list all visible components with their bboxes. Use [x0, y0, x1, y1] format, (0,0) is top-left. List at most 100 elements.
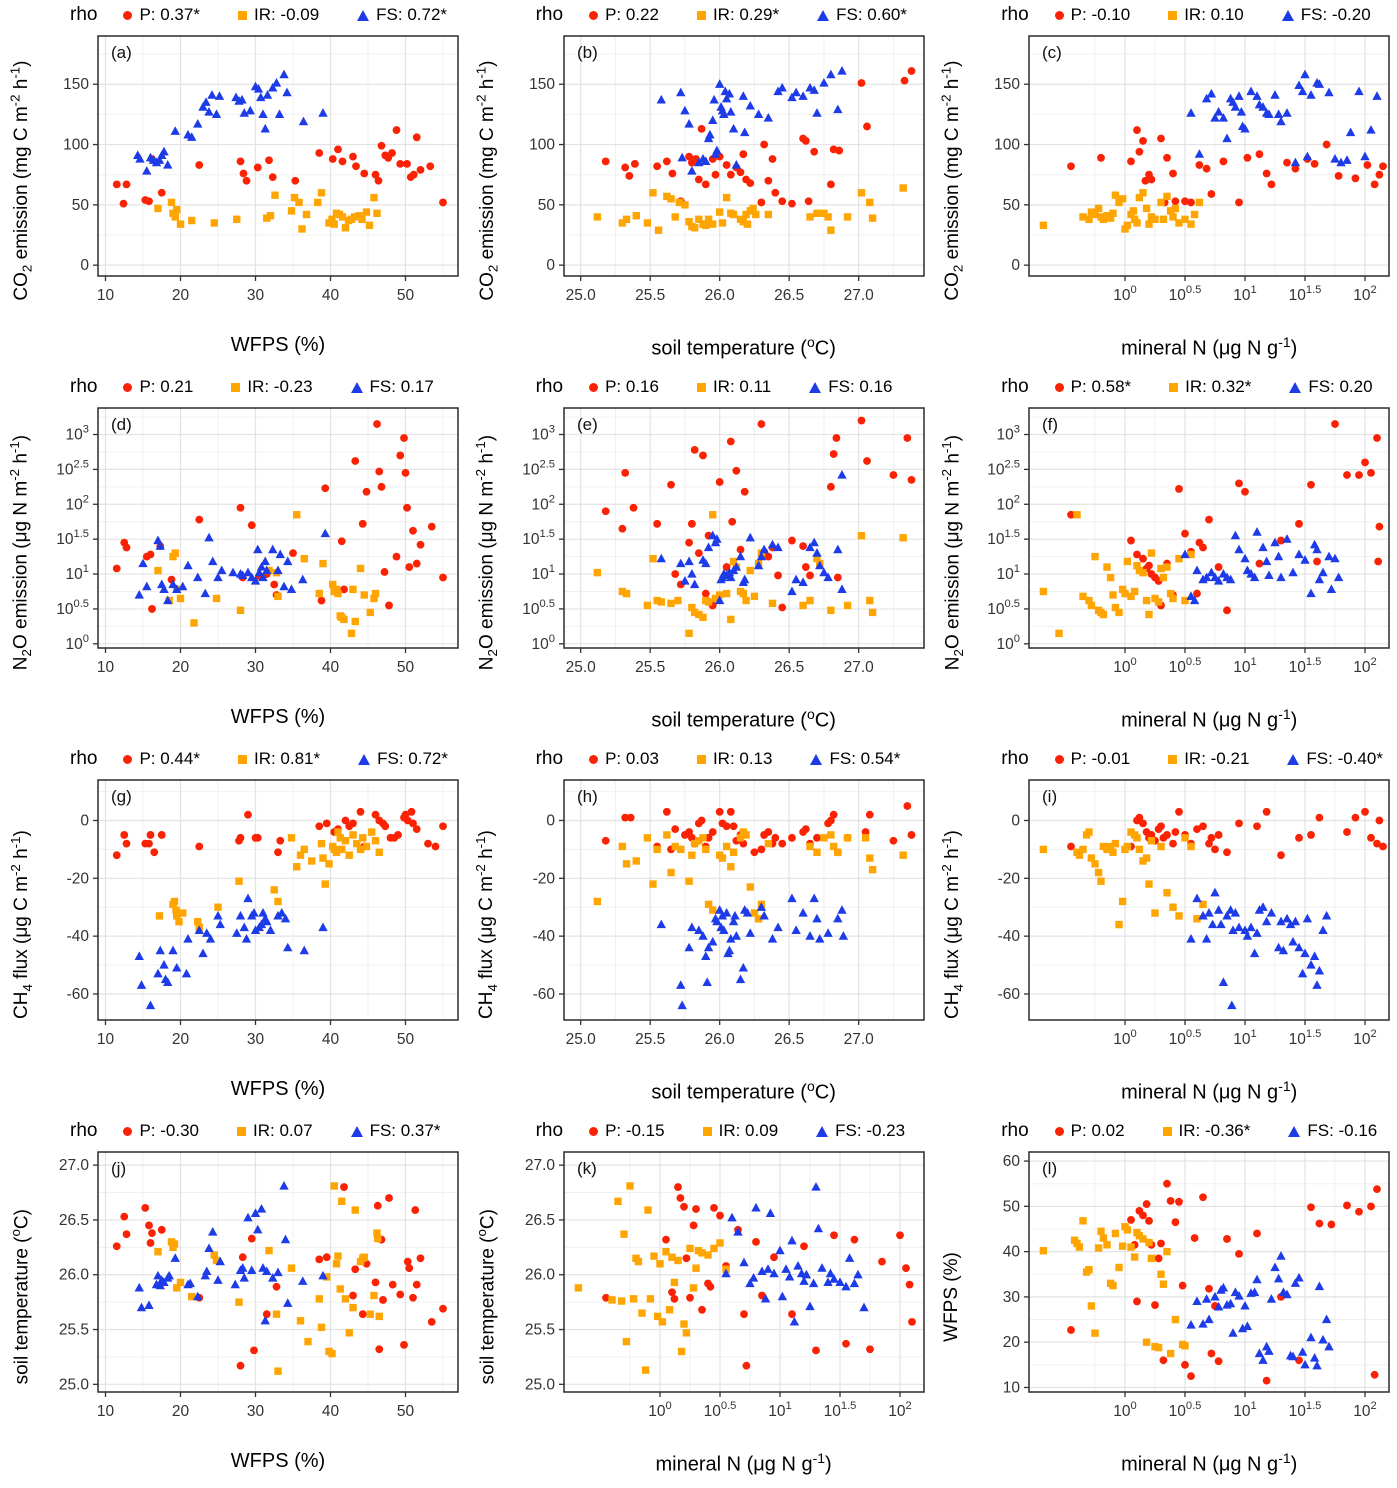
legend-rho-label: rho — [70, 1120, 98, 1141]
panel-legend: rho P: -0.30 IR: 0.07 FS: 0.37* — [0, 1116, 465, 1146]
svg-text:101: 101 — [1233, 656, 1256, 676]
svg-text:40: 40 — [322, 1031, 340, 1048]
plot-svg-e: 25.0 25.5 26.0 26.5 27.0 100 100.5 101 101.5 102 1… — [522, 407, 925, 676]
legend-entry-FS: FS: 0.60* — [817, 5, 907, 25]
x-axis-label: WFPS (%) — [230, 1450, 326, 1472]
svg-text:25.5: 25.5 — [635, 1031, 665, 1048]
svg-text:101: 101 — [66, 563, 89, 583]
series-FS-points — [1186, 887, 1332, 1010]
panel-l: rho P: 0.02 IR: -0.36* FS: -0.16 WFPS (%) 100… — [931, 1116, 1396, 1488]
square-marker-icon — [237, 1126, 247, 1136]
legend-entry-label: P: 0.58* — [1070, 377, 1132, 396]
square-marker-icon — [231, 382, 241, 392]
panel-legend: rho P: 0.21 IR: -0.23 FS: 0.17 — [0, 372, 465, 402]
svg-text:150: 150 — [529, 76, 555, 93]
legend-entry-FS: FS: 0.37* — [350, 1121, 441, 1141]
svg-text:50: 50 — [1003, 197, 1021, 214]
series-FS-points — [656, 65, 847, 175]
legend-entry-label: P: -0.15 — [605, 1121, 665, 1140]
x-axis-label: mineral N (μg N g-1) — [1121, 334, 1298, 360]
legend-entry-label: IR: 0.81* — [253, 749, 321, 768]
legend-entry-label: FS: 0.16 — [828, 377, 893, 396]
x-axis-label: soil temperature (oC) — [651, 334, 836, 360]
svg-text:27.0: 27.0 — [524, 1157, 555, 1174]
svg-text:10: 10 — [97, 659, 115, 676]
svg-text:102: 102 — [888, 1400, 911, 1420]
legend-entry-label: FS: 0.37* — [369, 1121, 441, 1140]
svg-text:30: 30 — [247, 659, 265, 676]
svg-text:10: 10 — [1003, 1379, 1021, 1396]
legend-entry-IR: IR: -0.21 — [1168, 749, 1249, 769]
plot-svg-f: 100 100.5 101 101.5 102 100 100.5 101 101.5 102 10… — [987, 407, 1390, 676]
svg-text:40: 40 — [322, 1403, 340, 1420]
svg-text:0: 0 — [546, 257, 555, 274]
svg-text:102: 102 — [1353, 1028, 1376, 1048]
legend-entry-label: P: 0.22 — [605, 5, 659, 24]
series-IR-points — [593, 511, 907, 638]
svg-text:26.5: 26.5 — [774, 287, 804, 304]
svg-text:26.0: 26.0 — [524, 1267, 555, 1284]
y-axis-label: CH4 flux (μg C m-2 h-1) — [7, 830, 35, 1020]
panel-b: rho P: 0.22 IR: 0.29* FS: 0.60* CO2 emission… — [466, 0, 931, 372]
legend-entry-IR: IR: 0.09 — [702, 1121, 778, 1141]
svg-text:30: 30 — [247, 287, 265, 304]
svg-text:100.5: 100.5 — [703, 1400, 736, 1420]
legend-entry-FS: FS: -0.23 — [816, 1121, 905, 1141]
plot-svg-g: 10 20 30 40 50 -60 -40 -20 0 (g) — [67, 779, 459, 1048]
svg-text:100: 100 — [994, 137, 1020, 154]
y-axis-label: CH4 flux (μg C m-2 h-1) — [473, 830, 501, 1020]
svg-text:26.5: 26.5 — [524, 1212, 554, 1229]
svg-text:-60: -60 — [998, 986, 1021, 1003]
series-IR-points — [1039, 189, 1204, 233]
legend-entry-label: FS: -0.20 — [1300, 5, 1371, 24]
panel-letter: (k) — [577, 1159, 597, 1178]
svg-text:26.0: 26.0 — [59, 1267, 90, 1284]
svg-text:10: 10 — [97, 287, 115, 304]
panel-e: rho P: 0.16 IR: 0.11 FS: 0.16 N2O emission (… — [466, 372, 931, 744]
y-axis-label: soil temperature (oC) — [8, 1209, 33, 1385]
square-marker-icon — [696, 754, 706, 764]
plot-svg-h: 25.0 25.5 26.0 26.5 27.0 -60 -40 -20 0 (h) — [532, 779, 925, 1048]
legend-entry-P: P: 0.37* — [123, 5, 200, 25]
legend-entry-label: P: 0.37* — [139, 5, 200, 24]
plot-svg-a: 10 20 30 40 50 0 50 100 150 (a) — [63, 35, 459, 304]
panel-legend: rho P: -0.10 IR: 0.10 FS: -0.20 — [931, 0, 1396, 30]
triangle-marker-icon — [1281, 9, 1294, 21]
series-P-points — [1067, 1179, 1382, 1385]
svg-text:101.5: 101.5 — [1289, 1028, 1322, 1048]
svg-text:0: 0 — [80, 257, 89, 274]
legend-entry-label: P: 0.03 — [605, 749, 659, 768]
circle-marker-icon — [589, 382, 599, 392]
series-FS-points — [1186, 69, 1382, 167]
panel-legend: rho P: 0.58* IR: 0.32* FS: 0.20 — [931, 372, 1396, 402]
svg-text:25.5: 25.5 — [524, 1322, 554, 1339]
legend-entry-IR: IR: -0.09 — [237, 5, 319, 25]
panel-legend: rho P: 0.03 IR: 0.13 FS: 0.54* — [466, 744, 931, 774]
series-P-points — [601, 416, 915, 612]
legend-entry-label: FS: 0.72* — [376, 5, 448, 24]
legend-entry-label: P: 0.02 — [1070, 1121, 1125, 1140]
svg-text:20: 20 — [172, 659, 190, 676]
svg-text:-60: -60 — [67, 986, 90, 1003]
svg-text:20: 20 — [172, 1403, 190, 1420]
svg-text:100.5: 100.5 — [56, 598, 89, 618]
legend-entry-label: IR: 0.11 — [712, 377, 772, 396]
svg-text:50: 50 — [397, 1403, 415, 1420]
circle-marker-icon — [1054, 382, 1064, 392]
circle-marker-icon — [589, 1126, 599, 1136]
series-IR-points — [574, 1182, 730, 1374]
svg-text:27.0: 27.0 — [843, 1031, 874, 1048]
square-marker-icon — [696, 382, 706, 392]
svg-text:20: 20 — [1003, 1334, 1021, 1351]
legend-entry-P: P: 0.44* — [123, 749, 200, 769]
series-IR-points — [1039, 511, 1195, 638]
y-axis-label: N2O emission (μg N m-2 h-1) — [7, 435, 35, 671]
legend-entry-IR: IR: 0.29* — [696, 5, 779, 25]
series-P-points — [112, 126, 447, 208]
svg-text:100: 100 — [1113, 656, 1136, 676]
legend-entry-label: IR: 0.10 — [1184, 5, 1244, 24]
panel-d: rho P: 0.21 IR: -0.23 FS: 0.17 N2O emission … — [0, 372, 465, 744]
panel-legend: rho P: 0.37* IR: -0.09 FS: 0.72* — [0, 0, 465, 30]
plot-svg-c: 100 100.5 101 101.5 102 0 50 100 150 (c) — [994, 35, 1390, 304]
svg-text:101.5: 101.5 — [1289, 284, 1322, 304]
